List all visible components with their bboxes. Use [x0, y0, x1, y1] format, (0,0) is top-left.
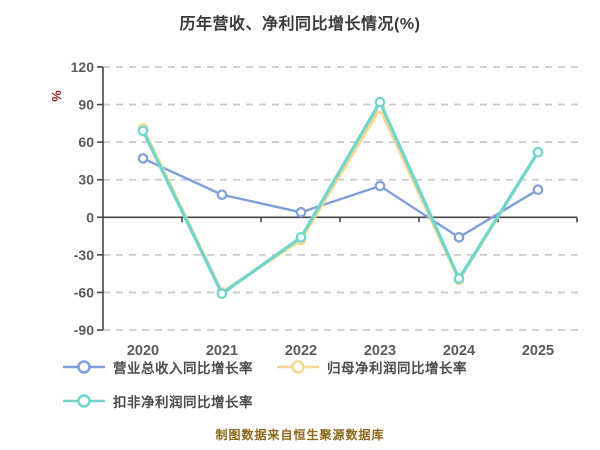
legend-item-revenue-growth: 营业总收入同比增长率 [63, 357, 253, 377]
revenue-growth-point [216, 189, 228, 201]
data-source-note: 制图数据来自恒生聚源数据库 [215, 428, 385, 442]
legend-label-revenue-growth: 营业总收入同比增长率 [113, 361, 253, 376]
revenue-growth-point [453, 232, 465, 243]
x-tick-label: 2021 [206, 343, 238, 359]
y-tick-label: 30 [78, 172, 94, 188]
non-gaap-growth-point [295, 232, 307, 243]
y-tick-label: 0 [86, 209, 94, 225]
revenue-growth-point [137, 153, 149, 164]
y-axis-unit-label: % [49, 90, 64, 102]
non-gaap-growth-point [216, 288, 228, 299]
non-gaap-growth-line [141, 100, 540, 296]
y-tick-label: 60 [78, 134, 94, 150]
y-tick-label: 90 [78, 97, 94, 113]
x-tick-label: 2025 [522, 343, 554, 359]
non-gaap-growth-point [532, 146, 544, 158]
legend-marker-non-gaap-icon [63, 394, 105, 408]
revenue-growth-point [532, 184, 544, 196]
chart-title: 历年营收、净利同比增长情况(%) [179, 16, 421, 33]
legend-row-2: 扣非净利润同比增长率 [63, 391, 253, 411]
legend-item-non-gaap-growth: 扣非净利润同比增长率 [63, 391, 253, 411]
x-tick-label: 2020 [127, 343, 159, 359]
legend-item-net-profit-growth: 归母净利润同比增长率 [277, 357, 467, 377]
y-tick-label: -90 [74, 322, 94, 338]
revenue-growth-point [295, 206, 307, 218]
revenue-growth-line [141, 157, 540, 239]
x-tick-label: 2024 [443, 343, 475, 359]
x-tick-label: 2022 [285, 343, 317, 359]
legend: 营业总收入同比增长率 归母净利润同比增长率 [63, 357, 467, 377]
non-gaap-growth-point [453, 273, 465, 284]
legend-label-net-profit-growth: 归母净利润同比增长率 [327, 361, 467, 376]
y-tick-label: -30 [74, 247, 94, 263]
legend-marker-revenue-icon [63, 360, 105, 374]
legend-marker-net-profit-icon [277, 360, 319, 374]
legend-label-non-gaap-growth: 扣非净利润同比增长率 [113, 395, 253, 410]
y-tick-label: -60 [74, 284, 94, 300]
non-gaap-growth-point [374, 96, 386, 108]
x-tick-label: 2023 [364, 343, 396, 359]
revenue-growth-point [374, 180, 386, 192]
non-gaap-growth-point [137, 125, 149, 137]
y-tick-label: 120 [71, 59, 95, 75]
